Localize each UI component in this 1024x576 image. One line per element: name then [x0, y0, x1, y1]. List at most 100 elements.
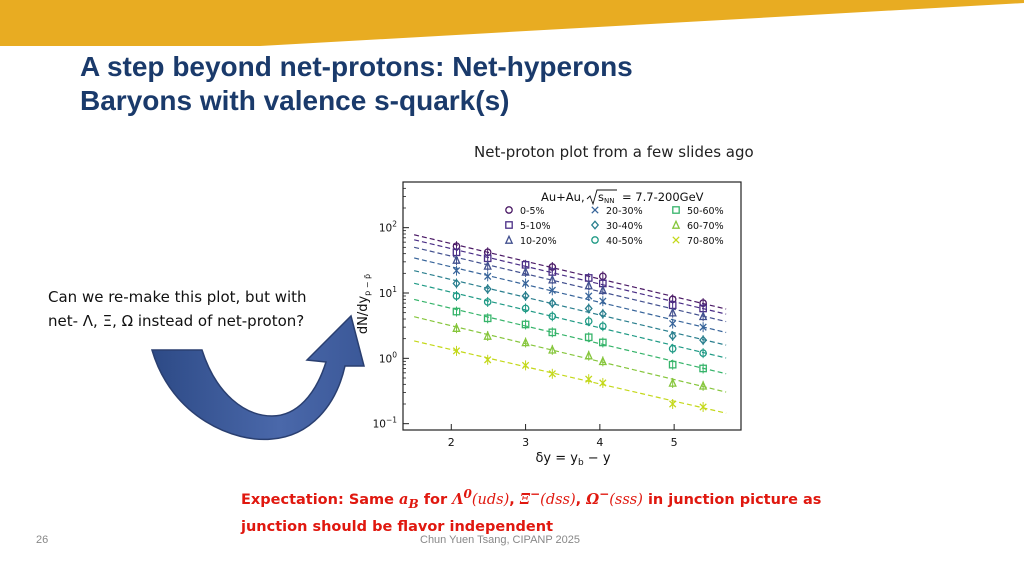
data-point: [598, 322, 607, 331]
xi-quarks: (dss): [540, 491, 576, 508]
data-point: [699, 364, 707, 373]
svg-text:Au+Au,: Au+Au,: [541, 190, 585, 204]
data-point: [521, 337, 530, 347]
title-line-2: Baryons with valence s-quark(s): [80, 85, 510, 116]
data-point: [599, 379, 607, 387]
data-point: [598, 285, 608, 295]
data-point: [452, 278, 461, 289]
expectation-text: Expectation: Same aB for Λ0(uds), Ξ − (dss…: [241, 483, 861, 539]
chart-title: Au+Au, sNN = 7.7-200GeV: [541, 189, 704, 206]
chart-title-nn: NN: [604, 197, 614, 205]
data-point: [598, 309, 607, 319]
data-point: [548, 274, 557, 284]
question-line-2: net- Λ, Ξ, Ω instead of net-proton?: [48, 312, 305, 330]
legend-label: 30-40%: [606, 221, 643, 232]
xi-char: Ξ: [519, 490, 531, 508]
y-label-sub: p − p̄: [363, 274, 372, 296]
legend-marker: [504, 234, 514, 244]
data-point: [668, 319, 677, 328]
x-tick-label: 3: [522, 436, 529, 449]
data-point: [452, 307, 461, 316]
data-point: [548, 286, 556, 294]
x-label-tail: − y: [584, 451, 611, 466]
y-tick-label: 101: [379, 285, 397, 300]
data-point: [521, 304, 530, 313]
data-point: [668, 400, 677, 408]
data-point: [548, 370, 556, 378]
data-point: [699, 323, 707, 331]
chart-title-energy: = 7.7-200GeV: [622, 190, 704, 204]
data-point: [668, 360, 677, 369]
legend-label: 20-30%: [606, 206, 643, 217]
y-tick-label: 10−1: [373, 416, 398, 431]
fit-line: [414, 340, 727, 414]
fit-line: [414, 316, 727, 393]
data-point: [452, 266, 461, 275]
data-point: [699, 349, 707, 358]
data-point: [668, 344, 677, 353]
svg-text:δy = yb − y: δy = yb − y: [535, 451, 610, 468]
x-tick-label: 5: [671, 436, 678, 449]
chart-title-s: s: [598, 190, 604, 204]
expectation-line-2: junction should be flavor independent: [241, 518, 553, 535]
data-point: [698, 311, 708, 321]
legend-label: 5-10%: [520, 221, 551, 232]
omega-charge: −: [599, 487, 610, 501]
data-point: [484, 272, 492, 280]
data-point: [548, 344, 557, 354]
expectation-prefix: Expectation: Same: [241, 491, 400, 508]
data-point: [521, 291, 530, 301]
x-label-main: δy = y: [535, 451, 578, 466]
data-point: [521, 266, 530, 276]
svg-text:sNN: sNN: [598, 190, 614, 205]
expectation-for: for: [418, 491, 453, 508]
y-label-main: dN/dy: [356, 296, 371, 335]
x-label-sub: b: [578, 458, 584, 468]
legend-marker: [591, 206, 599, 214]
legend-marker: [672, 206, 680, 214]
data-point: [584, 333, 593, 342]
a-b-sub: B: [408, 496, 419, 511]
svg-text:dN/dyp − p̄: dN/dyp − p̄: [356, 274, 372, 334]
data-point: [585, 292, 593, 300]
data-point: [452, 322, 461, 332]
legend-label: 60-70%: [687, 221, 724, 232]
expectation-tail: in junction picture as: [642, 491, 822, 508]
data-point: [668, 377, 677, 387]
sep-1: ,: [509, 491, 520, 508]
lambda-charge: 0: [463, 487, 472, 501]
omega-quarks: (sss): [609, 491, 643, 508]
legend-label: 10-20%: [520, 236, 557, 247]
x-tick-label: 2: [448, 436, 455, 449]
a-b-symbol: aB: [399, 491, 419, 511]
svg-text:= 7.7-200GeV: = 7.7-200GeV: [622, 190, 704, 204]
data-point: [483, 260, 492, 270]
data-point: [548, 312, 557, 321]
lambda-symbol: Λ0(uds): [452, 487, 509, 508]
chart-legend: 0-5% 5-10% 10-20% 20-30% 30-40% 40-50% 50-60% 6…: [504, 206, 724, 247]
footer-author: Chun Yuen Tsang, CIPANP 2025: [420, 534, 581, 546]
data-point: [668, 307, 677, 317]
omega-char: Ω: [586, 490, 600, 508]
data-point: [598, 356, 608, 366]
data-point: [483, 314, 492, 323]
plot-caption: Net-proton plot from a few slides ago: [474, 143, 754, 161]
chart-title-system: Au+Au,: [541, 190, 585, 204]
legend-label: 70-80%: [687, 236, 724, 247]
legend-marker: [672, 236, 680, 244]
data-point: [521, 361, 530, 370]
data-point: [699, 335, 708, 345]
data-point: [585, 375, 593, 383]
net-proton-chart: 2 3 4 5 102 101 100 10−1 δy = yb − y dN/dyp − p…: [356, 181, 742, 468]
question-text: Can we re-make this plot, but with net- …: [48, 285, 338, 333]
data-point: [484, 356, 492, 364]
fit-line: [414, 246, 727, 323]
data-point: [584, 350, 593, 360]
data-point: [452, 347, 461, 355]
data-point: [548, 298, 557, 308]
data-point: [521, 320, 530, 329]
arrow-body: [150, 314, 365, 441]
data-point: [698, 380, 708, 390]
x-axis-label: δy = yb − y: [535, 451, 610, 468]
curved-arrow-icon: [150, 314, 365, 441]
